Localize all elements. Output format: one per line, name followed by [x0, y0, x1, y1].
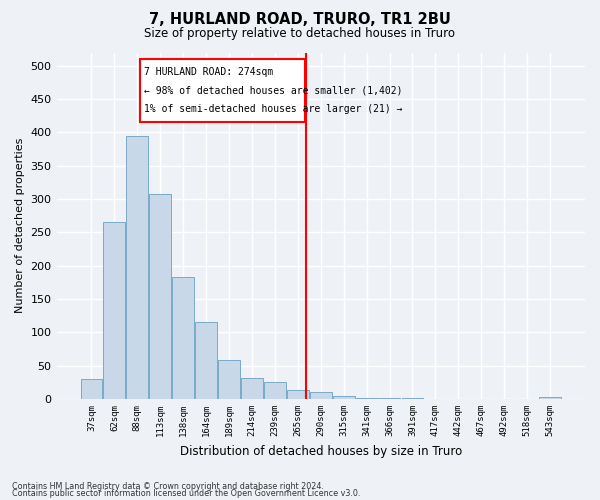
Bar [379, 398, 400, 399]
Bar [195, 322, 217, 399]
Text: Contains public sector information licensed under the Open Government Licence v3: Contains public sector information licen… [12, 489, 361, 498]
Bar [103, 222, 125, 399]
Text: Contains HM Land Registry data © Crown copyright and database right 2024.: Contains HM Land Registry data © Crown c… [12, 482, 324, 491]
Bar [241, 378, 263, 399]
Bar [264, 382, 286, 399]
Bar [356, 398, 377, 399]
Text: 1% of semi-detached houses are larger (21) →: 1% of semi-detached houses are larger (2… [144, 104, 403, 115]
Bar [149, 194, 171, 399]
Bar [539, 397, 561, 399]
Bar [172, 277, 194, 399]
Text: 7, HURLAND ROAD, TRURO, TR1 2BU: 7, HURLAND ROAD, TRURO, TR1 2BU [149, 12, 451, 28]
Text: ← 98% of detached houses are smaller (1,402): ← 98% of detached houses are smaller (1,… [144, 86, 403, 96]
Bar [333, 396, 355, 399]
Y-axis label: Number of detached properties: Number of detached properties [15, 138, 25, 314]
X-axis label: Distribution of detached houses by size in Truro: Distribution of detached houses by size … [179, 444, 462, 458]
Bar [401, 398, 424, 399]
FancyBboxPatch shape [140, 59, 305, 122]
Bar [287, 390, 309, 399]
Text: 7 HURLAND ROAD: 274sqm: 7 HURLAND ROAD: 274sqm [144, 67, 274, 77]
Bar [127, 136, 148, 399]
Bar [80, 379, 103, 399]
Text: Size of property relative to detached houses in Truro: Size of property relative to detached ho… [145, 28, 455, 40]
Bar [310, 392, 332, 399]
Bar [218, 360, 240, 399]
